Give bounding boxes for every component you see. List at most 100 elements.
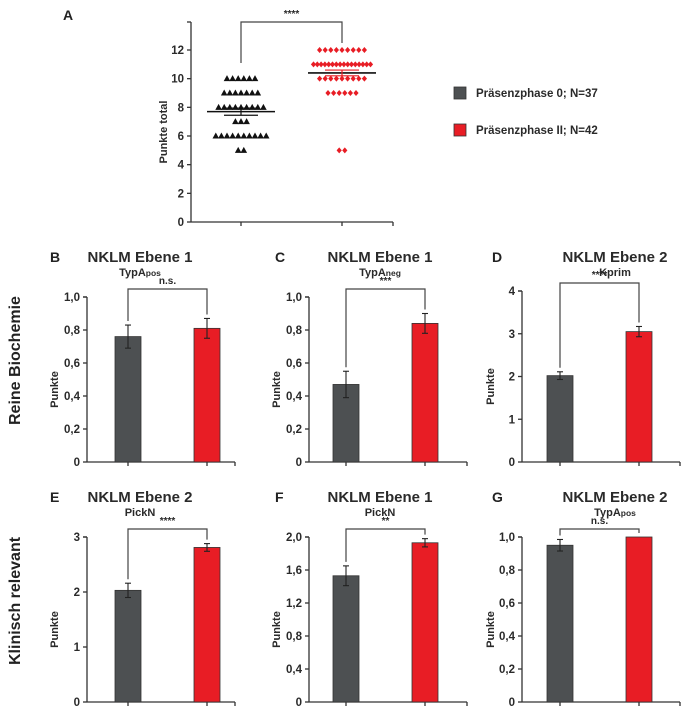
data-point-diamond [333,61,339,68]
y-axis-label: Punkte [271,371,283,408]
y-tick-label: 0 [296,697,302,709]
data-point-triangle [246,132,253,139]
data-point-triangle [226,89,234,96]
y-tick-label: 2,0 [286,532,302,544]
data-point-triangle [212,132,220,139]
data-point-diamond [337,61,343,68]
subtitle-main: TypA [359,267,386,279]
legend: Präsenzphase 0; N=37 Präsenzphase II; N=… [453,86,598,137]
chart-title: NKLM Ebene 2 [562,249,667,266]
bar-praesenzphase-0 [546,375,574,463]
significance-bracket [559,528,640,536]
y-tick-label: 0 [74,457,80,469]
y-tick-label: 0 [296,457,302,469]
y-tick-label: 1,2 [286,598,302,610]
bar-praesenzphase-0 [546,544,574,703]
significance-bracket [559,282,640,368]
subtitle-sub: pos [621,508,636,518]
y-axis-label: Punkte [485,368,497,405]
data-point-triangle [240,146,248,153]
data-point-triangle [240,132,248,139]
data-point-triangle [254,89,262,96]
data-point-diamond [326,61,332,68]
y-tick-label: 2 [178,188,184,200]
bar-praesenzphase-ii [411,542,439,703]
data-point-triangle [218,132,225,139]
data-point-diamond [333,75,339,82]
significance-bracket [345,528,426,562]
data-point-diamond [322,61,328,68]
data-point-diamond [333,47,339,53]
y-tick-label: 0 [509,457,515,469]
panel-letter: B [50,249,60,265]
data-point-diamond [339,75,345,82]
legend-swatch-group0 [453,86,467,100]
data-point-triangle [229,75,236,82]
data-point-diamond [322,47,328,53]
data-point-triangle [223,132,231,139]
data-point-diamond [310,61,317,68]
data-point-triangle [243,89,250,96]
data-point-diamond [341,61,347,68]
y-tick-label: 0,4 [64,391,81,403]
y-tick-label: 0,8 [499,565,516,577]
data-point-triangle [232,103,239,110]
bar-praesenzphase-ii [193,547,221,703]
data-point-triangle [251,75,259,82]
data-point-diamond [325,90,331,96]
chart-title: NKLM Ebene 1 [327,249,432,266]
data-point-diamond [339,47,345,53]
panel-g: G 0 0,2 0,4 0,6 0,8 1,0 Punkte NKLM Ebene 2TypAp… [485,489,681,709]
subtitle-main: PickN [365,507,396,519]
data-point-diamond [345,75,351,82]
data-point-diamond [348,61,355,68]
data-point-diamond [322,75,328,82]
data-point-diamond [367,61,374,68]
data-point-triangle [254,103,262,110]
chart-title: NKLM Ebene 1 [327,489,432,506]
y-tick-label: 0,4 [499,631,516,643]
data-point-diamond [318,61,324,68]
significance-bracket [127,528,208,580]
data-point-triangle [243,118,250,125]
data-point-triangle [248,89,256,96]
row-label-klinisch-relevant: Klinisch relevant [7,536,24,665]
y-tick-label: 1 [509,414,516,426]
data-point-diamond [350,75,356,82]
data-point-diamond [350,47,356,53]
panel-letter: G [492,489,503,505]
panel-a: A 0 2 4 6 8 10 12 Punkte total **** [63,7,394,229]
panel-letter: F [275,489,284,505]
subtitle-main: Kprim [599,267,631,279]
panel-letter: D [492,249,502,265]
y-tick-label: 2 [74,587,80,599]
subtitle-main: TypA [594,507,621,519]
data-point-triangle [234,132,242,139]
y-tick-label: 0,4 [286,664,303,676]
data-point-triangle [223,75,231,82]
y-tick-label: 0,8 [64,325,81,337]
data-point-diamond [345,61,351,68]
data-point-diamond [314,61,320,68]
chart-subtitle: PickN [125,507,156,519]
panel-f: F 0 0,4 0,8 1,2 1,6 2,0 Punkte NKLM Ebene 1PickN… [271,489,468,709]
y-tick-label: 0,4 [286,391,303,403]
data-point-triangle [215,103,222,110]
significance-label: **** [592,270,608,281]
bar-praesenzphase-0 [332,575,360,703]
data-point-diamond [331,90,337,96]
panel-letter: C [275,249,285,265]
y-tick-label: 1,0 [64,292,80,304]
data-point-triangle [232,118,239,125]
data-point-triangle [248,103,256,110]
data-point-triangle [220,89,228,96]
bar-praesenzphase-0 [114,589,142,703]
subtitle-sub: pos [146,268,161,278]
data-point-diamond [361,47,367,53]
panel-letter: A [63,7,73,23]
panel-b: B 0 0,2 0,4 0,6 0,8 1,0 Punkte NKLM Ebene 1TypAp… [49,249,236,469]
data-point-triangle [232,89,239,96]
y-axis-label: Punkte [49,371,61,408]
